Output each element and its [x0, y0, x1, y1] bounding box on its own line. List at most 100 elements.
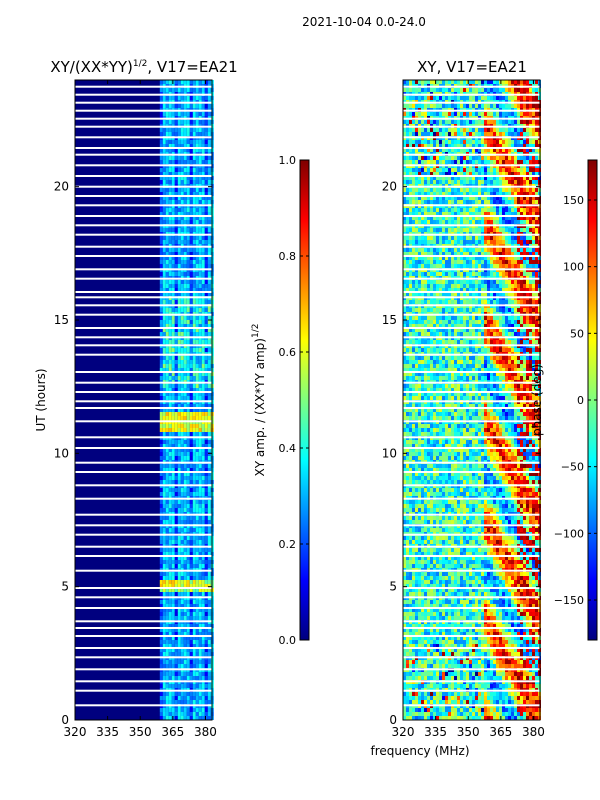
phase-heatmap-cell [436, 80, 439, 84]
phase-heatmap-cell [535, 168, 538, 172]
phase-heatmap-cell [535, 200, 538, 204]
amplitude-heatmap-cell [186, 632, 190, 636]
phase-heatmap-cell [466, 156, 469, 160]
amplitude-heatmap-cell [186, 328, 190, 332]
amplitude-data-gap [75, 627, 212, 629]
amplitude-heatmap-cell [189, 652, 193, 656]
amplitude-heatmap-cell [162, 672, 166, 676]
amplitude-heatmap-cell [180, 528, 184, 532]
amplitude-heatmap-cell [195, 540, 199, 544]
amplitude-heatmap-cell [189, 188, 193, 192]
amplitude-heatmap-cell [198, 280, 202, 284]
phase-heatmap-cell [436, 168, 439, 172]
phase-heatmap-cell [508, 160, 511, 164]
phase-heatmap-cell [484, 200, 487, 204]
amplitude-heatmap-cell [174, 692, 178, 696]
amplitude-heatmap-cell [207, 692, 211, 696]
amplitude-heatmap-cell [186, 356, 190, 360]
amplitude-heatmap-cell [177, 396, 181, 400]
amplitude-heatmap-cell [198, 392, 202, 396]
amplitude-heatmap-cell [189, 384, 193, 388]
amplitude-heatmap-cell [177, 616, 181, 620]
amplitude-heatmap-cell [165, 128, 169, 132]
amplitude-heatmap-cell [192, 520, 196, 524]
phase-heatmap-cell [442, 96, 445, 100]
amplitude-heatmap-cell [183, 416, 187, 420]
amplitude-heatmap-cell [171, 104, 175, 108]
amplitude-heatmap-cell [201, 292, 205, 296]
amplitude-heatmap-cell [207, 556, 211, 560]
amplitude-heatmap-cell [186, 368, 190, 372]
amplitude-heatmap-cell [165, 700, 169, 704]
amplitude-heatmap-cell [198, 160, 202, 164]
phase-heatmap-cell [535, 248, 538, 252]
amplitude-heatmap-cell [189, 636, 193, 640]
amplitude-heatmap-cell [204, 148, 208, 152]
phase-heatmap-cell [490, 128, 493, 132]
amplitude-heatmap-cell [207, 272, 211, 276]
amplitude-heatmap-cell [204, 112, 208, 116]
amplitude-heatmap-cell [165, 192, 169, 196]
amplitude-heatmap-cell [186, 88, 190, 92]
phase-heatmap-cell [505, 188, 508, 192]
amplitude-heatmap-cell [162, 708, 166, 712]
phase-heatmap-cell [490, 104, 493, 108]
phase-heatmap-cell [457, 96, 460, 100]
amplitude-heatmap-cell [177, 716, 181, 720]
phase-heatmap-cell [430, 128, 433, 132]
phase-heatmap-cell [433, 128, 436, 132]
amplitude-heatmap-cell [177, 96, 181, 100]
phase-heatmap-cell [415, 80, 418, 84]
phase-heatmap-cell [469, 208, 472, 212]
amplitude-heatmap-cell [165, 652, 169, 656]
amplitude-heatmap-cell [198, 112, 202, 116]
amplitude-heatmap-cell [183, 588, 187, 592]
amplitude-heatmap-cell [195, 80, 199, 84]
amplitude-heatmap-cell [204, 144, 208, 148]
phase-heatmap-cell [430, 104, 433, 108]
amplitude-heatmap-cell [204, 600, 208, 604]
amplitude-heatmap-cell [195, 428, 199, 432]
amplitude-heatmap-cell [195, 536, 199, 540]
amplitude-heatmap-cell [186, 176, 190, 180]
amplitude-heatmap-cell [204, 356, 208, 360]
phase-heatmap-cell [463, 128, 466, 132]
phase-heatmap-cell [514, 88, 517, 92]
amplitude-heatmap-cell [198, 468, 202, 472]
phase-heatmap-cell [457, 236, 460, 240]
amplitude-heatmap-cell [171, 356, 175, 360]
amplitude-heatmap-cell [204, 448, 208, 452]
amplitude-heatmap-cell [177, 604, 181, 608]
phase-heatmap-cell [499, 112, 502, 116]
amplitude-heatmap-cell [171, 212, 175, 216]
amplitude-heatmap-cell [162, 452, 166, 456]
amplitude-heatmap-cell [207, 624, 211, 628]
amplitude-heatmap-cell [177, 440, 181, 444]
amplitude-heatmap-cell [165, 120, 169, 124]
amplitude-heatmap-cell [162, 280, 166, 284]
amplitude-heatmap-cell [204, 564, 208, 568]
phase-heatmap-cell [469, 240, 472, 244]
phase-heatmap-cell [445, 132, 448, 136]
phase-heatmap-cell [484, 160, 487, 164]
amplitude-heatmap-cell [204, 472, 208, 476]
phase-heatmap-cell [529, 228, 532, 232]
amplitude-heatmap-cell [165, 488, 169, 492]
amplitude-heatmap-cell [201, 464, 205, 468]
amplitude-heatmap-cell [165, 476, 169, 480]
phase-heatmap-cell [511, 240, 514, 244]
phase-heatmap-cell [436, 188, 439, 192]
amplitude-heatmap-cell [198, 508, 202, 512]
phase-heatmap-cell [409, 236, 412, 240]
phase-heatmap-cell [511, 104, 514, 108]
amplitude-heatmap-cell [195, 592, 199, 596]
phase-heatmap-cell [532, 88, 535, 92]
amplitude-heatmap-cell [159, 684, 163, 688]
amplitude-heatmap-cell [189, 96, 193, 100]
phase-heatmap-cell [445, 200, 448, 204]
amplitude-heatmap-cell [162, 332, 166, 336]
amplitude-heatmap-cell [168, 320, 172, 324]
amplitude-heatmap-cell [165, 88, 169, 92]
amplitude-heatmap-cell [186, 492, 190, 496]
amplitude-heatmap-cell [204, 140, 208, 144]
